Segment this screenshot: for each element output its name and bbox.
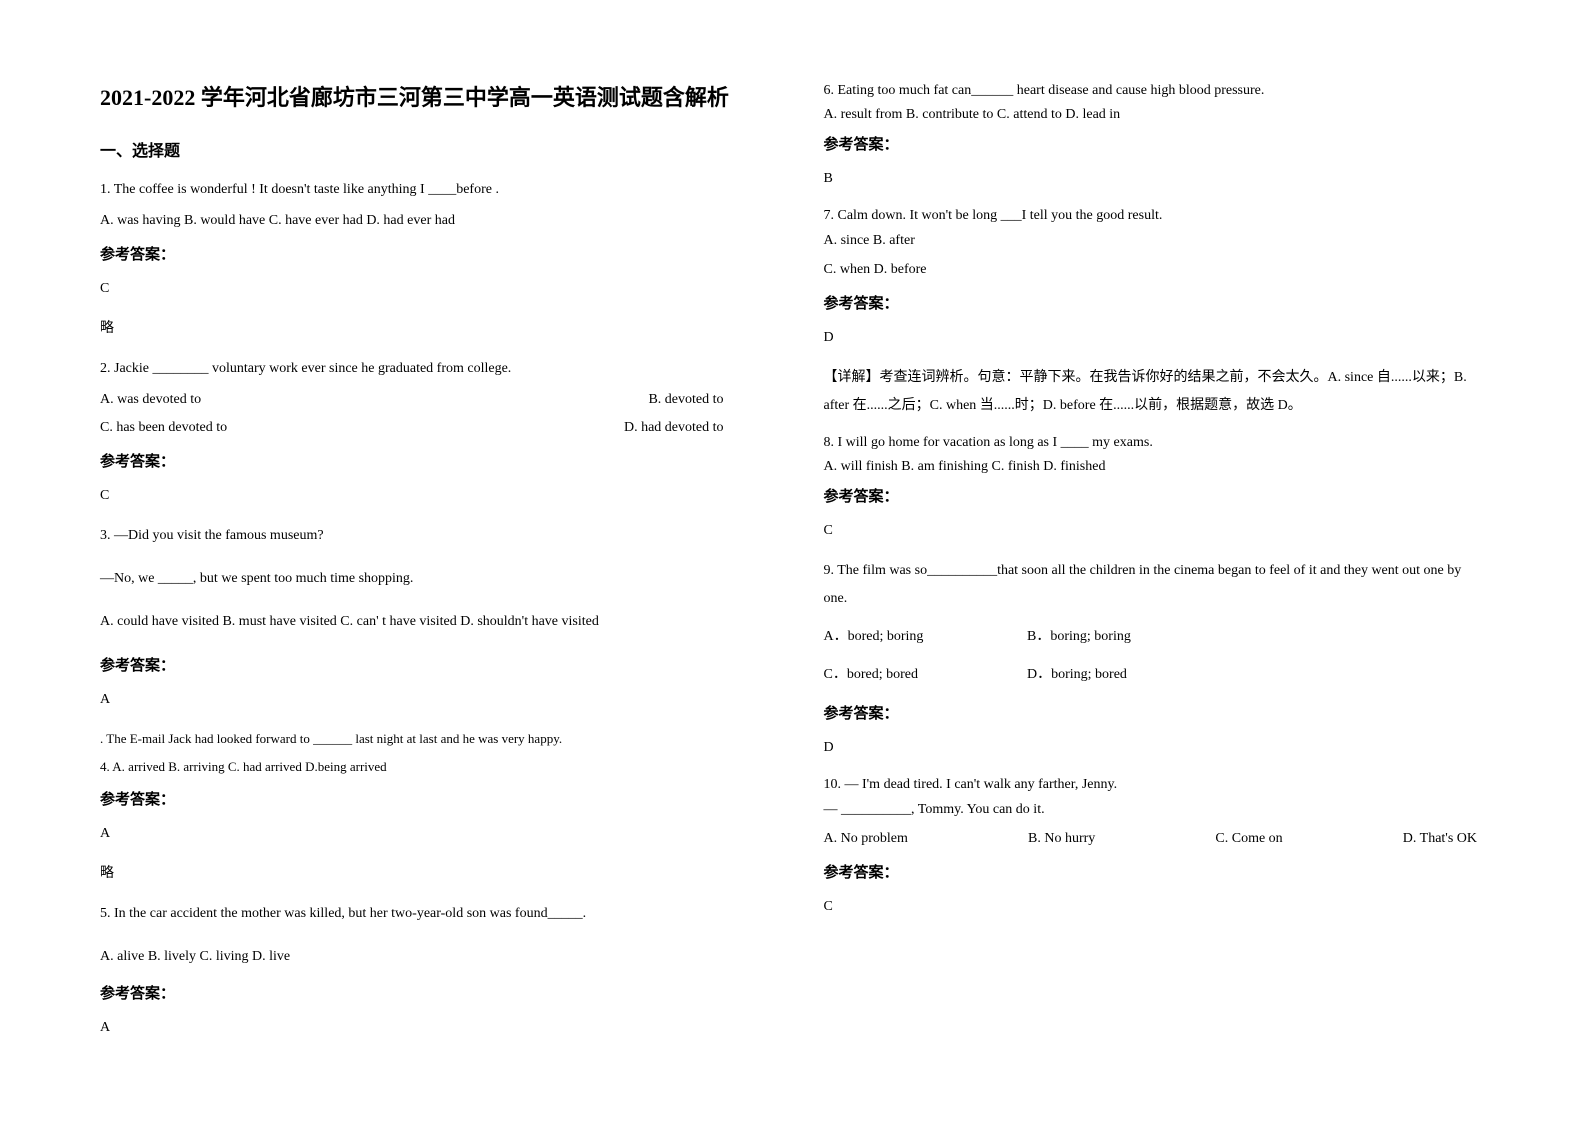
q10-answer: C [824, 893, 1488, 921]
q2-opts-row2: C. has been devoted to D. had devoted to [100, 414, 764, 442]
question-7: 7. Calm down. It won't be long ___I tell… [824, 205, 1488, 420]
q2-opts-row1: A. was devoted to B. devoted to [100, 386, 764, 414]
q5-answer: A [100, 1014, 764, 1042]
q4-note: 略 [100, 860, 764, 888]
q10-opt-d: D. That's OK [1403, 825, 1477, 853]
page-title: 2021-2022 学年河北省廊坊市三河第三中学高一英语测试题含解析 [100, 80, 764, 112]
q7-opts2: C. when D. before [824, 256, 1488, 284]
q9-opt-b: B．boring; boring [1027, 629, 1131, 644]
q2-opt-b: B. devoted to [648, 386, 723, 414]
q10-opt-b: B. No hurry [1028, 825, 1095, 853]
question-6: 6. Eating too much fat can______ heart d… [824, 80, 1488, 193]
question-3: 3. —Did you visit the famous museum? —No… [100, 522, 764, 714]
q4-opts-row: 4. A. arrived B. arriving C. had arrived… [100, 754, 764, 780]
answer-key-label: 参考答案： [100, 651, 764, 681]
q9-opt-c: C．bored; bored [824, 661, 1024, 689]
q1-opts: A. was having B. would have C. have ever… [100, 207, 764, 235]
answer-key-label: 参考答案： [100, 785, 764, 815]
q2-answer: C [100, 482, 764, 510]
question-2: 2. Jackie ________ voluntary work ever s… [100, 355, 764, 510]
question-5-answer-block: 参考答案： A [100, 979, 764, 1042]
question-10: 10. — I'm dead tired. I can't walk any f… [824, 774, 1488, 921]
question-4: . The E-mail Jack had looked forward to … [100, 726, 764, 888]
q8-stem: 8. I will go home for vacation as long a… [824, 432, 1488, 453]
q10-opt-a: A. No problem [824, 825, 908, 853]
q10-opt-c: C. Come on [1215, 825, 1282, 853]
q7-opts1: A. since B. after [824, 230, 1488, 252]
q2-opt-a: A. was devoted to [100, 386, 201, 414]
q4-answer: A [100, 820, 764, 848]
q5-stem: 5. In the car accident the mother was ki… [100, 900, 764, 928]
q1-stem: 1. The coffee is wonderful ! It doesn't … [100, 176, 764, 204]
answer-key-label: 参考答案： [100, 447, 764, 477]
q3-stem2: —No, we _____, but we spent too much tim… [100, 565, 764, 593]
question-5: 5. In the car accident the mother was ki… [100, 900, 764, 971]
q3-answer: A [100, 686, 764, 714]
q6-opts: A. result from B. contribute to C. atten… [824, 104, 1488, 125]
answer-key-label: 参考答案： [100, 240, 764, 270]
q9-opts-row1: A．bored; boring B．boring; boring [824, 623, 1488, 651]
section-header: 一、选择题 [100, 137, 764, 161]
q2-opt-c: C. has been devoted to [100, 414, 227, 442]
q2-opt-d: D. had devoted to [624, 414, 724, 442]
question-1: 1. The coffee is wonderful ! It doesn't … [100, 176, 764, 343]
question-9: 9. The film was so__________that soon al… [824, 557, 1488, 762]
q9-stem: 9. The film was so__________that soon al… [824, 557, 1488, 613]
q9-opt-d: D．boring; bored [1027, 667, 1127, 682]
q8-answer: C [824, 517, 1488, 545]
q7-answer: D [824, 324, 1488, 352]
q5-opts: A. alive B. lively C. living D. live [100, 943, 764, 971]
q3-stem1: 3. —Did you visit the famous museum? [100, 522, 764, 550]
q1-note: 略 [100, 315, 764, 343]
q10-stem2: — __________, Tommy. You can do it. [824, 799, 1488, 821]
q9-answer: D [824, 734, 1488, 762]
q10-opts: A. No problem B. No hurry C. Come on D. … [824, 825, 1488, 853]
q2-stem: 2. Jackie ________ voluntary work ever s… [100, 355, 764, 383]
q8-opts: A. will finish B. am finishing C. finish… [824, 456, 1488, 477]
answer-key-label: 参考答案： [824, 130, 1488, 160]
answer-key-label: 参考答案： [824, 289, 1488, 319]
answer-key-label: 参考答案： [824, 699, 1488, 729]
q10-stem1: 10. — I'm dead tired. I can't walk any f… [824, 774, 1488, 796]
q7-explain: 【详解】考查连词辨析。句意：平静下来。在我告诉你好的结果之前，不会太久。A. s… [824, 364, 1488, 420]
answer-key-label: 参考答案： [100, 979, 764, 1009]
answer-key-label: 参考答案： [824, 858, 1488, 888]
q6-stem: 6. Eating too much fat can______ heart d… [824, 80, 1488, 101]
q4-stem: . The E-mail Jack had looked forward to … [100, 726, 764, 752]
q1-answer: C [100, 275, 764, 303]
q3-opts: A. could have visited B. must have visit… [100, 608, 764, 636]
q9-opts-row2: C．bored; bored D．boring; bored [824, 661, 1488, 689]
q7-stem: 7. Calm down. It won't be long ___I tell… [824, 205, 1488, 227]
q9-opt-a: A．bored; boring [824, 623, 1024, 651]
q4-num: 4. [100, 759, 110, 774]
question-8: 8. I will go home for vacation as long a… [824, 432, 1488, 545]
q4-opts: A. arrived B. arriving C. had arrived D.… [112, 759, 386, 774]
q6-answer: B [824, 165, 1488, 193]
answer-key-label: 参考答案： [824, 482, 1488, 512]
